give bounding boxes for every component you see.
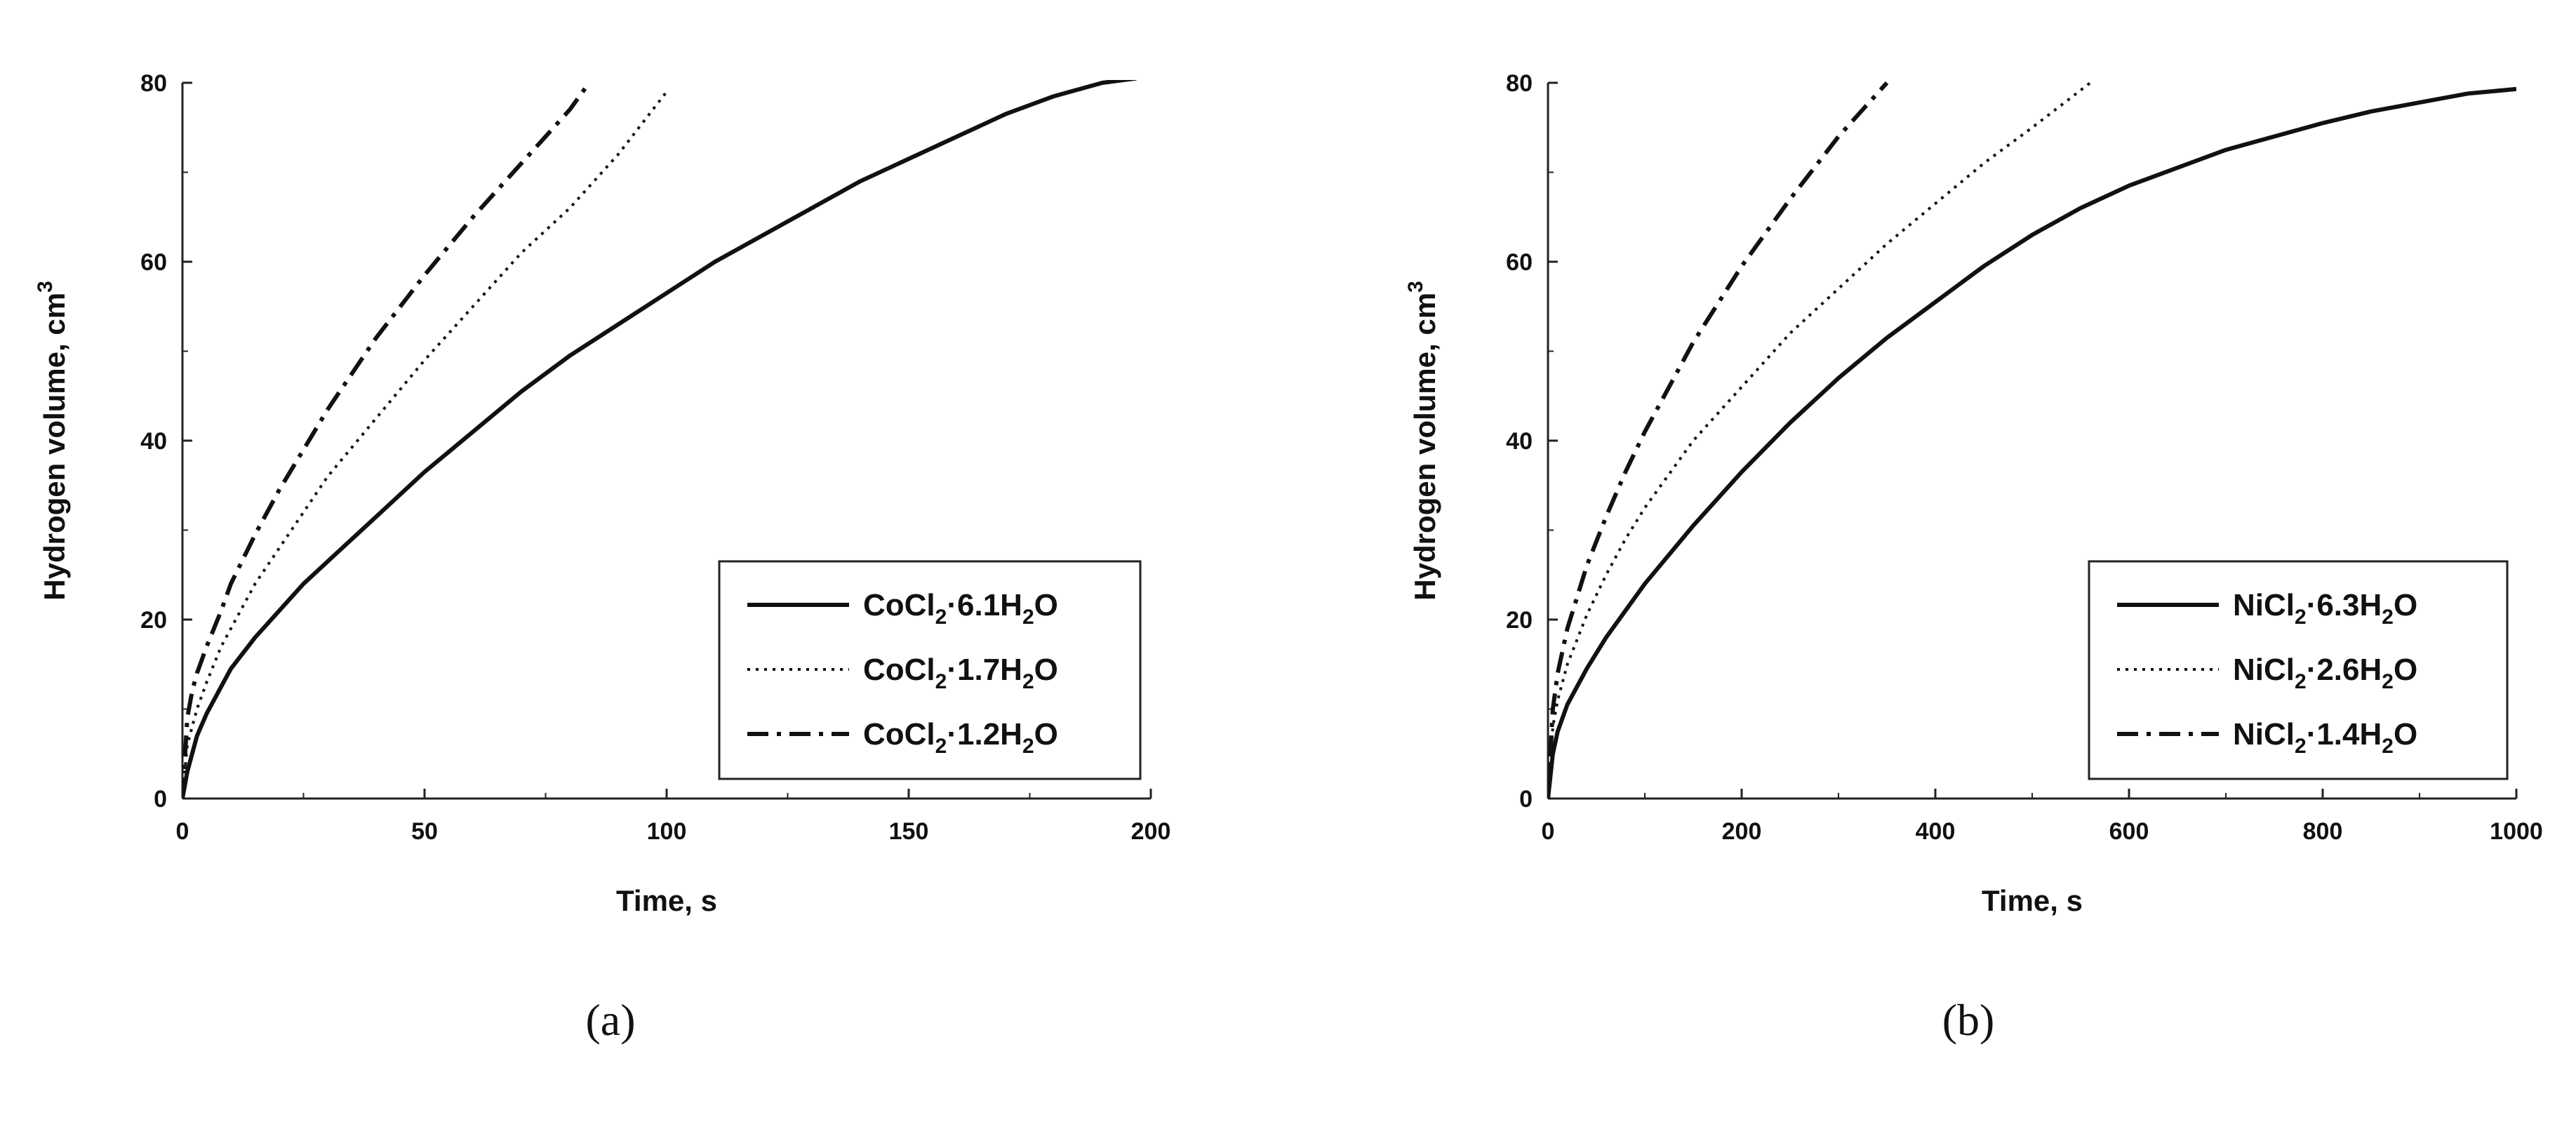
y-tick-label: 20: [140, 607, 167, 634]
x-tick-label: 50: [411, 818, 438, 845]
x-tick-label: 200: [1131, 818, 1171, 845]
legend-label-subscript: 2: [935, 670, 947, 693]
legend-label-text: NiCl: [2233, 717, 2295, 752]
x-tick-label: 200: [1722, 818, 1762, 845]
legend-label: NiCl2·6.3H2O: [2233, 588, 2417, 629]
legend-label-text: O: [2394, 588, 2417, 622]
legend-label-text: ·6.1H: [947, 588, 1022, 622]
legend-label-subscript: 2: [935, 606, 947, 629]
legend-label-text: ·1.7H: [947, 653, 1022, 687]
legend-label-subscript: 2: [1022, 735, 1034, 758]
y-tick-label: 20: [1506, 607, 1533, 634]
legend-label-subscript: 2: [2382, 670, 2394, 693]
legend-label-subscript: 2: [2382, 606, 2394, 629]
legend-label-text: O: [1034, 653, 1058, 687]
series-line-dotted: [182, 91, 668, 799]
chart-panel-a: 0 50 100 150 200 0 20 40 60 80 Time, s Hydrogen vol…: [34, 70, 1170, 1045]
chart-panel-b: 0 200 400 600 800 1000 0 20 40 60 80 Time, s Hydroge…: [1404, 70, 2543, 1045]
legend-label-text: CoCl: [863, 588, 935, 622]
legend-label-text: CoCl: [863, 653, 935, 687]
y-axis-title-text: Hydrogen volume, cm: [1408, 293, 1441, 601]
legend-label-subscript: 2: [935, 735, 947, 758]
y-axis-title: Hydrogen volume, cm3: [1404, 281, 1441, 600]
legend-label: NiCl2·2.6H2O: [2233, 653, 2417, 693]
y-axis-title: Hydrogen volume, cm3: [34, 281, 71, 600]
legend-label: NiCl2·1.4H2O: [2233, 717, 2417, 758]
y-tick-label: 80: [140, 70, 167, 97]
legend-label-text: ·6.3H: [2307, 588, 2382, 622]
legend-label-text: CoCl: [863, 717, 935, 752]
x-tick-label: 800: [2303, 818, 2343, 845]
y-axis-title-superscript: 3: [34, 281, 57, 293]
legend-label-text: ·1.2H: [947, 717, 1022, 752]
legend-label: CoCl2·6.1H2O: [863, 588, 1058, 629]
legend-label-text: ·2.6H: [2307, 653, 2382, 687]
legend-label-subscript: 2: [2295, 670, 2307, 693]
legend-label-subscript: 2: [2295, 606, 2307, 629]
y-tick-label: 80: [1506, 70, 1533, 97]
legend-label-subscript: 2: [2295, 735, 2307, 758]
legend-label-text: O: [2394, 653, 2417, 687]
legend-label-subscript: 2: [1022, 606, 1034, 629]
x-axis-title: Time, s: [1982, 884, 2083, 917]
legend-label-text: ·1.4H: [2307, 717, 2382, 752]
x-tick-label: 400: [1916, 818, 1956, 845]
y-axis-title-text: Hydrogen volume, cm: [38, 293, 71, 601]
legend-label-subscript: 2: [1022, 670, 1034, 693]
series-line-solid: [1548, 86, 2516, 799]
legend-label-text: NiCl: [2233, 653, 2295, 687]
panel-label: (b): [1942, 995, 1995, 1045]
series-line-solid: [182, 80, 1137, 799]
x-tick-label: 0: [176, 818, 189, 845]
legend-box: [2088, 560, 2509, 780]
legend-label-text: O: [1034, 588, 1058, 622]
x-tick-label: 100: [647, 818, 687, 845]
y-tick-label: 40: [140, 428, 167, 455]
y-tick-label: 60: [1506, 249, 1533, 276]
y-tick-label: 0: [1519, 786, 1533, 813]
y-tick-label: 0: [154, 786, 167, 813]
x-axis-title: Time, s: [616, 884, 717, 917]
panel-label: (a): [585, 995, 635, 1045]
series-line-dashdot: [182, 81, 592, 799]
legend-label: CoCl2·1.7H2O: [863, 653, 1058, 693]
y-tick-label: 60: [140, 249, 167, 276]
y-axis-title-superscript: 3: [1404, 281, 1427, 293]
x-tick-label: 600: [2109, 818, 2149, 845]
x-tick-label: 150: [889, 818, 929, 845]
y-tick-label: 40: [1506, 428, 1533, 455]
x-tick-label: 1000: [2490, 818, 2543, 845]
series-line-dashdot: [1548, 81, 1889, 799]
legend-label: CoCl2·1.2H2O: [863, 717, 1058, 758]
legend-label-text: O: [2394, 717, 2417, 752]
legend-label-text: O: [1034, 717, 1058, 752]
x-tick-label: 0: [1542, 818, 1555, 845]
legend-label-text: NiCl: [2233, 588, 2295, 622]
legend-label-subscript: 2: [2382, 735, 2394, 758]
